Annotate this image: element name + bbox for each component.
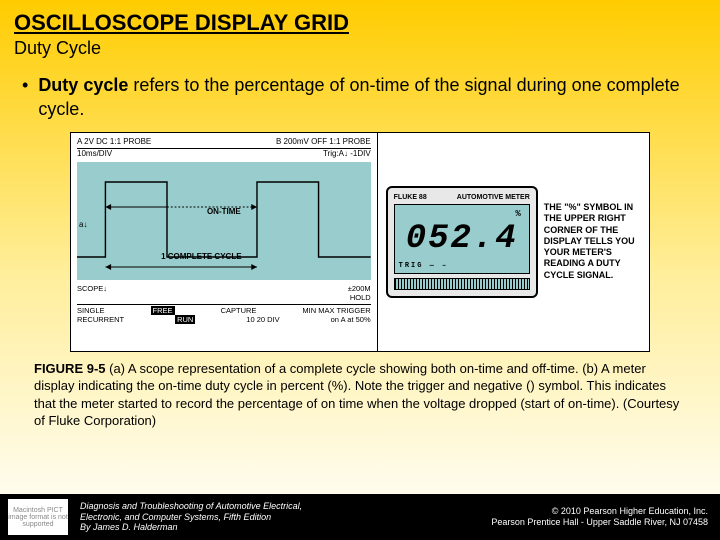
- f1d: MIN MAX TRIGGER: [302, 306, 370, 315]
- figure-caption: FIGURE 9-5 (a) A scope representation of…: [0, 352, 720, 430]
- slide-subtitle: Duty Cycle: [0, 38, 720, 65]
- scope-hold: HOLD: [350, 293, 371, 302]
- scope-label: SCOPE↓: [77, 284, 107, 293]
- scope-time-div: 10ms/DIV: [77, 149, 112, 158]
- footer-left: Diagnosis and Troubleshooting of Automot…: [76, 501, 491, 533]
- footer-right: © 2010 Pearson Higher Education, Inc. Pe…: [491, 506, 720, 528]
- scope-a-indicator: a↓: [79, 220, 87, 229]
- bullet-rest: refers to the percentage of on-time of t…: [38, 75, 679, 119]
- meter-panel: FLUKE 88 AUTOMOTIVE METER 052.4 % TRIG —…: [378, 133, 649, 351]
- scope-subheader: 10ms/DIV Trig:A↓ -1DIV: [77, 149, 371, 160]
- waveform-svg: [77, 162, 371, 280]
- footer-left-l2: Electronic, and Computer Systems, Fifth …: [80, 512, 491, 523]
- bullet-marker: •: [22, 73, 28, 122]
- f1a: SINGLE: [77, 306, 105, 315]
- f2d: on A at 50%: [331, 315, 371, 324]
- slide-footer: Macintosh PICT image format is not suppo…: [0, 494, 720, 540]
- meter-percent-icon: %: [515, 209, 522, 219]
- caption-text: (a) A scope representation of a complete…: [34, 361, 679, 429]
- footer-left-l1: Diagnosis and Troubleshooting of Automot…: [80, 501, 491, 512]
- meter-brand-sub: AUTOMOTIVE METER: [457, 194, 530, 201]
- f2c: 10 20 DIV: [246, 315, 279, 324]
- f2a: RECURRENT: [77, 315, 124, 324]
- figure-container: A 2V DC 1:1 PROBE B 200mV OFF 1:1 PROBE …: [70, 132, 650, 352]
- footer-right-l2: Pearson Prentice Hall - Upper Saddle Riv…: [491, 517, 708, 528]
- caption-label: FIGURE 9-5: [34, 361, 106, 376]
- scope-header: A 2V DC 1:1 PROBE B 200mV OFF 1:1 PROBE: [77, 137, 371, 149]
- bullet-text: Duty cycle refers to the percentage of o…: [38, 73, 706, 122]
- on-time-label: ON-TIME: [157, 207, 291, 221]
- meter-side-text: THE "%" SYMBOL IN THE UPPER RIGHT CORNER…: [544, 202, 641, 281]
- meter-lcd: 052.4 % TRIG — –: [394, 204, 530, 274]
- footer-right-l1: © 2010 Pearson Higher Education, Inc.: [491, 506, 708, 517]
- footer-logo: Macintosh PICT image format is not suppo…: [8, 499, 68, 535]
- cycle-label: 1 COMPLETE CYCLE: [102, 252, 301, 261]
- meter-brand-row: FLUKE 88 AUTOMOTIVE METER: [394, 194, 530, 201]
- scope-screen: ON-TIME 1 COMPLETE CYCLE a↓: [77, 162, 371, 280]
- f1c: CAPTURE: [221, 306, 257, 315]
- bullet-bold: Duty cycle: [38, 75, 128, 95]
- scope-zoom: ±200M: [348, 284, 371, 293]
- bullet-item: • Duty cycle refers to the percentage of…: [0, 65, 720, 126]
- scope-panel: A 2V DC 1:1 PROBE B 200mV OFF 1:1 PROBE …: [71, 133, 378, 351]
- footer-left-l3: By James D. Halderman: [80, 522, 491, 533]
- scope-header-b: B 200mV OFF 1:1 PROBE: [276, 137, 371, 146]
- scope-footer: SCOPE↓ ±200M HOLD SINGLE FREE CAPTURE MI…: [77, 282, 371, 324]
- slide-title: OSCILLOSCOPE DISPLAY GRID: [0, 0, 720, 38]
- meter-bargraph: [394, 278, 530, 290]
- meter-reading: 052.4: [406, 220, 518, 258]
- meter-trig-label: TRIG — –: [399, 262, 449, 270]
- meter-body: FLUKE 88 AUTOMOTIVE METER 052.4 % TRIG —…: [386, 186, 538, 298]
- meter-brand: FLUKE 88: [394, 194, 427, 201]
- f2b: RUN: [175, 315, 195, 324]
- scope-trig: Trig:A↓ -1DIV: [323, 149, 371, 158]
- scope-header-a: A 2V DC 1:1 PROBE: [77, 137, 151, 146]
- f1b: FREE: [151, 306, 175, 315]
